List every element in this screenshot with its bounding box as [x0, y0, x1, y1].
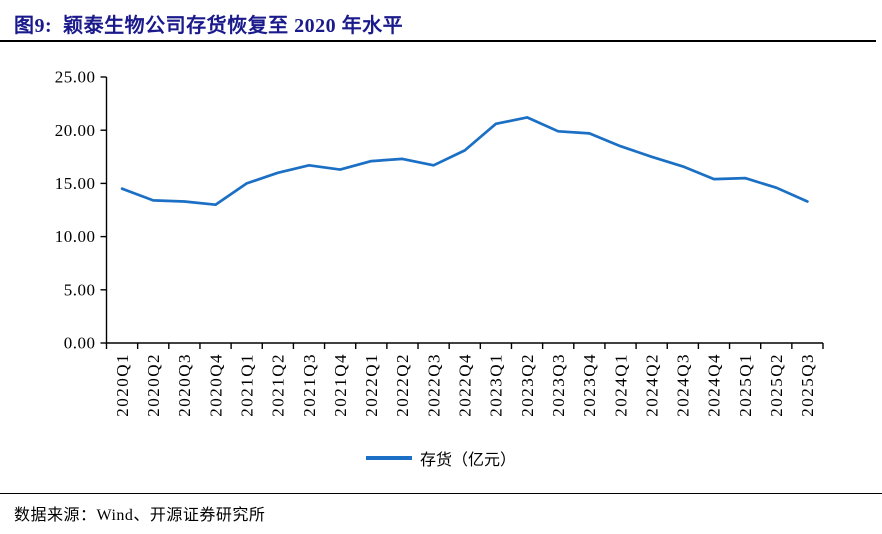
- x-axis-label: 2023Q1: [487, 353, 506, 417]
- x-axis-label: 2022Q4: [456, 353, 475, 417]
- inventory-line-chart: 0.00 5.00 10.00 15.00 20.00 25.00 2020Q1 2020Q2…: [55, 68, 824, 417]
- x-axis-label: 2020Q1: [113, 353, 132, 417]
- y-axis-label: 20.00: [55, 121, 96, 140]
- x-axis-label: 2021Q3: [300, 353, 319, 417]
- x-axis-label: 2024Q2: [642, 353, 661, 417]
- x-axis-label: 2025Q2: [767, 353, 786, 417]
- x-axis-label: 2023Q4: [580, 353, 599, 417]
- y-axis-label: 25.00: [55, 68, 96, 87]
- x-axis-label: 2023Q3: [549, 353, 568, 417]
- data-source: 数据来源：Wind、开源证券研究所: [14, 507, 266, 524]
- x-axis-label: 2024Q4: [705, 353, 724, 417]
- x-axis-label: 2025Q3: [798, 353, 817, 417]
- x-axis-label: 2021Q4: [331, 353, 350, 417]
- x-axis-label: 2021Q1: [237, 353, 256, 417]
- axis-frame: [105, 77, 823, 344]
- y-axis-label: 5.00: [64, 280, 96, 299]
- x-axis-label: 2022Q1: [362, 353, 381, 417]
- y-axis-label: 10.00: [55, 227, 96, 246]
- title-divider: [0, 40, 876, 42]
- x-axis-label: 2021Q2: [269, 353, 288, 417]
- footer-divider: [0, 493, 882, 495]
- x-axis-label: 2020Q3: [175, 353, 194, 417]
- x-axis-label: 2024Q1: [611, 353, 630, 417]
- legend-label: 存货（亿元）: [419, 452, 516, 469]
- y-axis-label: 0.00: [64, 334, 96, 353]
- x-axis-label: 2020Q2: [144, 353, 163, 417]
- x-axis-label: 2020Q4: [206, 353, 225, 417]
- y-axis-label: 15.00: [55, 174, 96, 193]
- chart-legend: 存货（亿元）: [0, 446, 882, 470]
- x-axis-label: 2025Q1: [736, 353, 755, 417]
- x-axis-label: 2023Q2: [518, 353, 537, 417]
- series-line-inventory: [120, 116, 809, 207]
- x-axis-label: 2024Q3: [674, 353, 693, 417]
- x-axis-label: 2022Q3: [424, 353, 443, 417]
- figure-title: 图9: 颖泰生物公司存货恢复至 2020 年水平: [14, 15, 404, 37]
- legend-line-swatch: [365, 456, 412, 460]
- x-axis-label: 2022Q2: [393, 353, 412, 417]
